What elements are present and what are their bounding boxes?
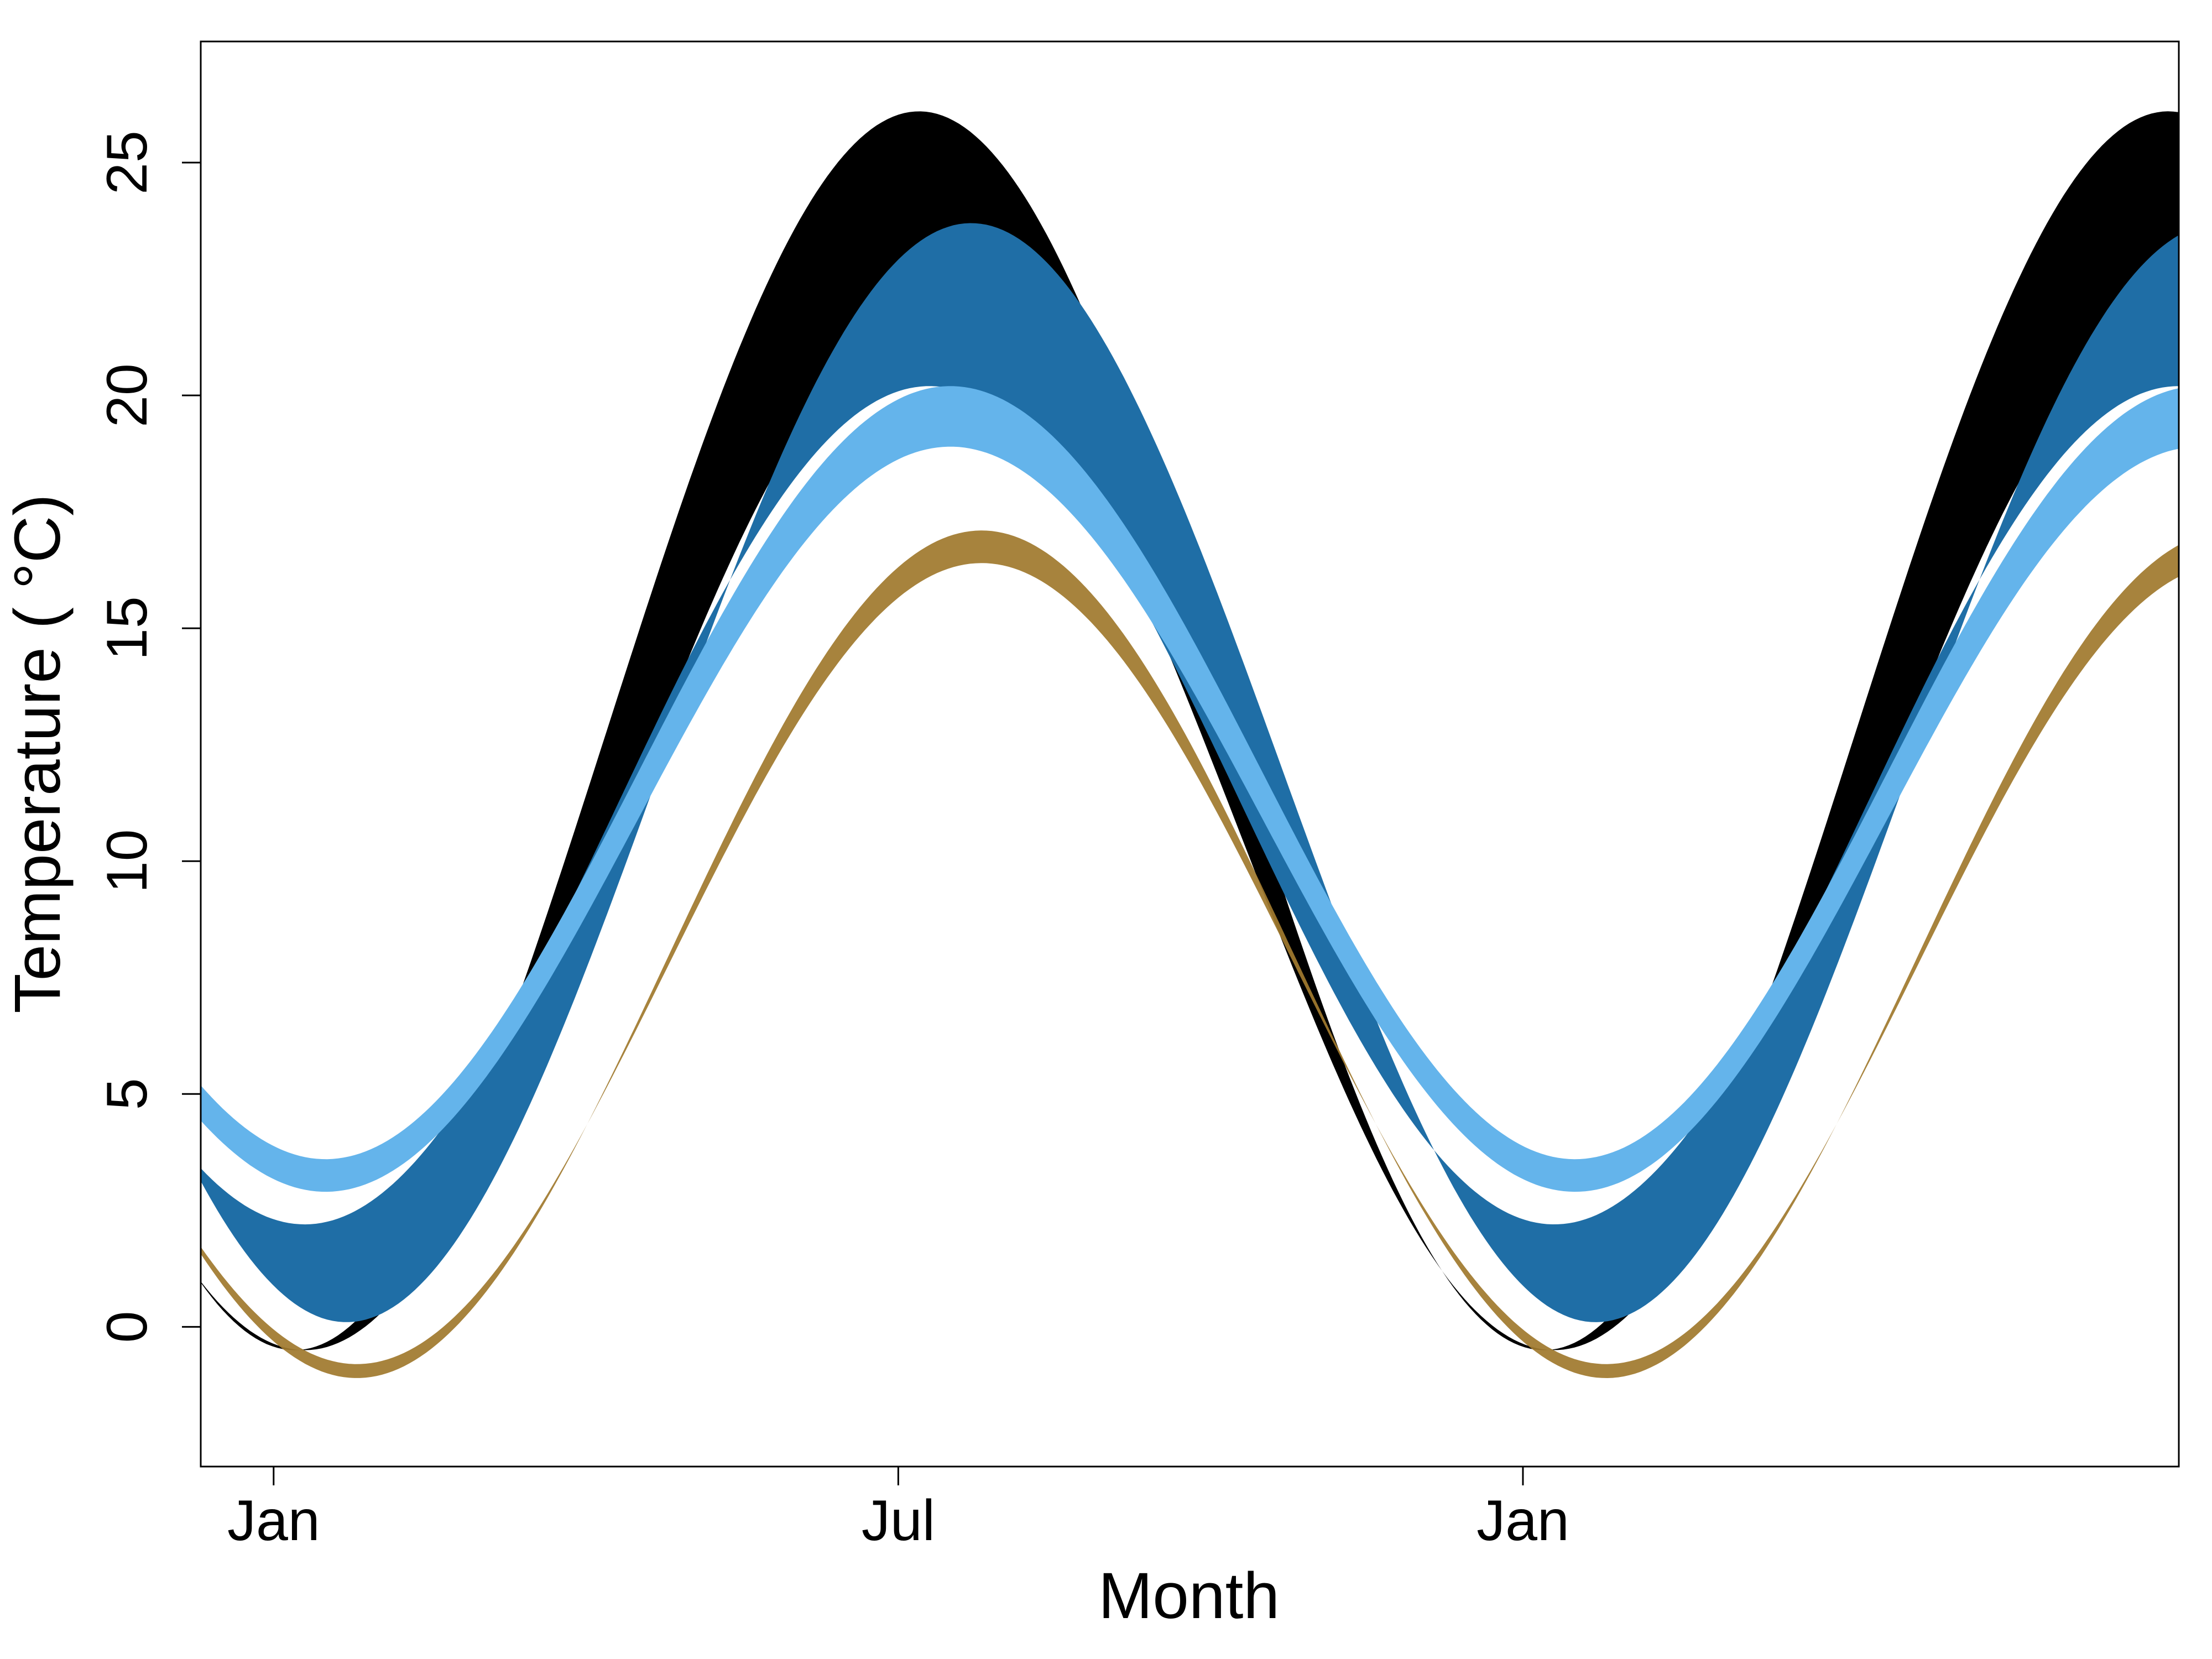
x-axis-title: Month bbox=[1098, 1559, 1280, 1632]
y-tick-label-4: 15 bbox=[95, 596, 159, 660]
y-tick-label-6: 25 bbox=[95, 131, 159, 195]
band-series-2 bbox=[201, 223, 2179, 1322]
y-tick-label-1: 0 bbox=[95, 1311, 159, 1343]
y-axis: 0 5 10 15 20 25 bbox=[95, 131, 201, 1343]
plot-frame bbox=[200, 40, 2180, 1468]
y-tick-label-5: 20 bbox=[95, 363, 159, 427]
band-series-group bbox=[201, 111, 2179, 1378]
x-tick-label-2: Jul bbox=[862, 1489, 935, 1553]
x-axis: Jan Jul Jan bbox=[227, 1467, 1569, 1553]
y-tick-label-3: 10 bbox=[95, 829, 159, 893]
x-tick-label-3: Jan bbox=[1477, 1489, 1569, 1553]
y-tick-label-2: 5 bbox=[95, 1078, 159, 1110]
y-axis-title: Temperature ( °C) bbox=[1, 494, 74, 1014]
x-tick-label-1: Jan bbox=[227, 1489, 320, 1553]
